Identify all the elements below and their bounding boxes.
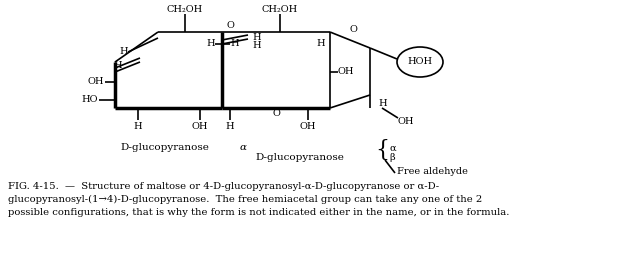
Text: O: O (226, 20, 234, 29)
Text: α: α (389, 144, 396, 152)
Text: H: H (119, 47, 128, 56)
Text: H: H (252, 42, 261, 51)
Text: α: α (240, 143, 247, 152)
Text: O: O (272, 108, 280, 117)
Text: CH₂OH: CH₂OH (167, 6, 203, 15)
Text: H: H (252, 33, 261, 42)
Text: H: H (316, 39, 325, 48)
Text: OH: OH (87, 77, 104, 86)
Text: Free aldehyde: Free aldehyde (397, 166, 468, 175)
Text: H: H (378, 99, 387, 108)
Text: possible configurations, that is why the form is not indicated either in the nam: possible configurations, that is why the… (8, 208, 509, 217)
Text: {: { (375, 139, 389, 161)
Text: FIG. 4-15.  —  Structure of maltose or 4-D-glucopyranosyl-α-D-glucopyranose or α: FIG. 4-15. — Structure of maltose or 4-D… (8, 182, 439, 191)
Text: D-glucopyranose: D-glucopyranose (120, 143, 210, 152)
Text: glucopyranosyl-(1→4)-D-glucopyranose.  The free hemiacetal group can take any on: glucopyranosyl-(1→4)-D-glucopyranose. Th… (8, 195, 482, 204)
Text: D-glucopyranose: D-glucopyranose (256, 153, 344, 162)
Text: O: O (349, 25, 357, 34)
Text: β: β (389, 152, 394, 161)
Text: HOH: HOH (407, 58, 432, 67)
Text: OH: OH (398, 117, 414, 126)
Text: OH: OH (338, 68, 354, 77)
Text: HO: HO (82, 95, 98, 104)
Text: H: H (134, 122, 142, 131)
Text: CH₂OH: CH₂OH (262, 6, 298, 15)
Text: H: H (207, 39, 215, 48)
Text: H: H (230, 39, 238, 48)
Text: H: H (114, 60, 122, 69)
Text: OH: OH (300, 122, 316, 131)
Text: OH: OH (192, 122, 208, 131)
Text: H: H (226, 122, 235, 131)
